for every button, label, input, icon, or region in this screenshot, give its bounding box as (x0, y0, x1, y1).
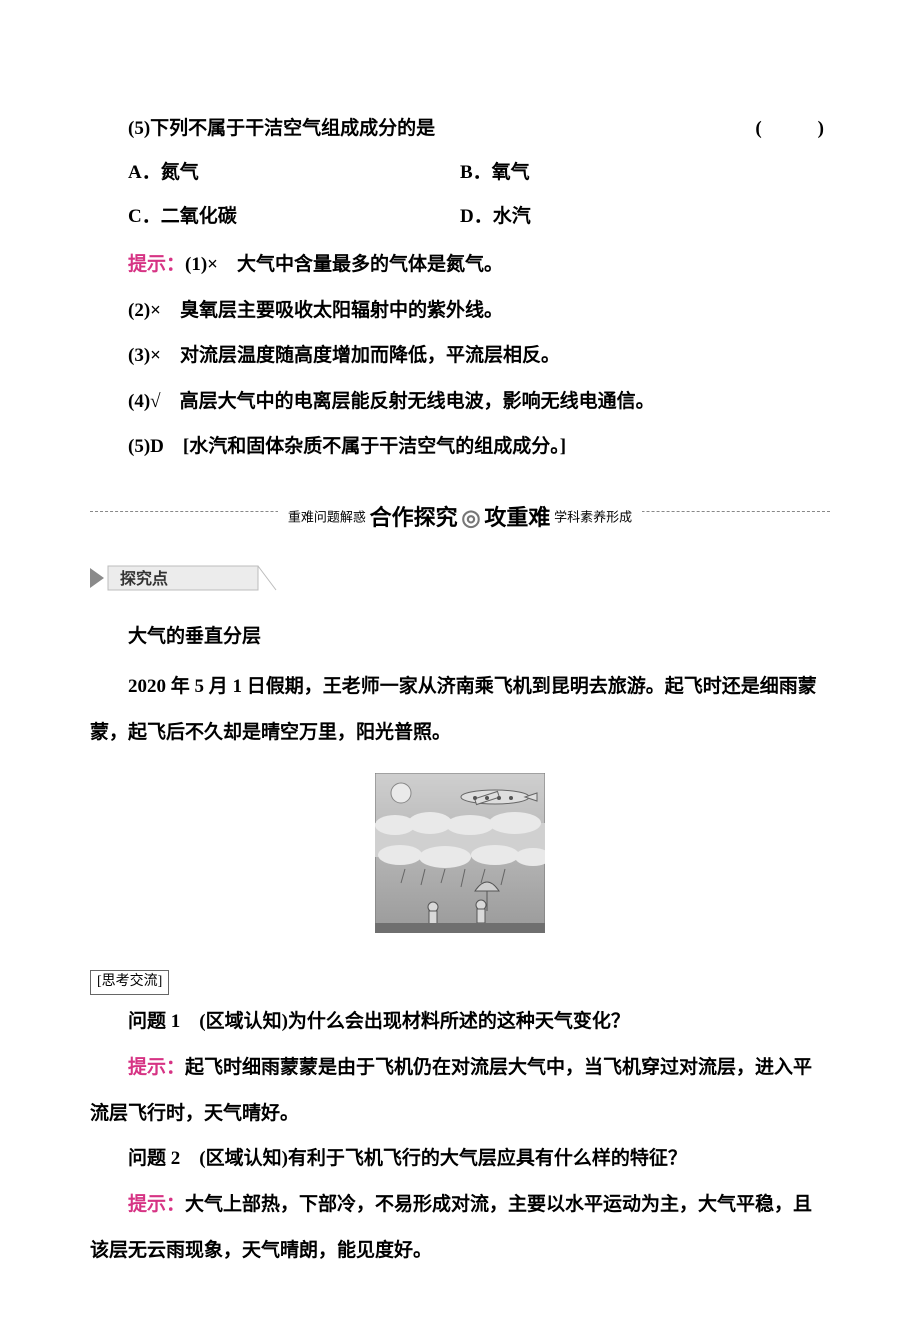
problem-2-answer: 提示：大气上部热，下部冷，不易形成对流，主要以水平运动为主，大气平稳，且该层无云… (90, 1182, 830, 1273)
divider-center1: 合作探究 (370, 505, 458, 530)
answer-1: 提示：(1)× 大气中含量最多的气体是氮气。 (90, 242, 830, 288)
answer-1-text: (1)× 大气中含量最多的气体是氮气。 (185, 254, 503, 275)
answer-2: (2)× 臭氧层主要吸收太阳辐射中的紫外线。 (90, 288, 830, 334)
explore-tag-icon: 探究点 (90, 564, 280, 592)
document-page: (5)下列不属于干洁空气组成成分的是 ( ) A．氮气 B．氧气 C．二氧化碳 … (0, 0, 920, 1338)
explore-tag-text: 探究点 (120, 569, 168, 588)
tip-label: 提示： (128, 254, 185, 275)
question-5-text: (5)下列不属于干洁空气组成成分的是 (90, 110, 717, 148)
option-c: C．二氧化碳 (90, 198, 460, 236)
divider-center2: 攻重难 (484, 505, 550, 530)
answer-5: (5)D [水汽和固体杂质不属于干洁空气的组成成分。] (90, 424, 830, 470)
think-label-wrap: [思考交流] (90, 961, 830, 999)
divider-label: 重难问题解惑 合作探究 ◎ 攻重难 学科素养形成 (278, 496, 642, 540)
question-5-paren: ( ) (717, 110, 830, 148)
problem-2-tip: 提示： (128, 1194, 185, 1215)
scenario-paragraph: 2020 年 5 月 1 日假期，王老师一家从济南乘飞机到昆明去旅游。起飞时还是… (90, 664, 830, 755)
question-5-options-row2: C．二氧化碳 D．水汽 (90, 198, 830, 236)
divider-left: 重难问题解惑 (288, 509, 366, 524)
option-a: A．氮气 (90, 154, 460, 192)
problem-1-tip: 提示： (128, 1057, 185, 1078)
section-divider: 重难问题解惑 合作探究 ◎ 攻重难 学科素养形成 (90, 496, 830, 526)
answer-3: (3)× 对流层温度随高度增加而降低，平流层相反。 (90, 333, 830, 379)
illustration (90, 773, 830, 947)
problem-1-ans-text: 起飞时细雨蒙蒙是由于飞机仍在对流层大气中，当飞机穿过对流层，进入平流层飞行时，天… (90, 1057, 812, 1124)
answer-4: (4)√ 高层大气中的电离层能反射无线电波，影响无线电通信。 (90, 379, 830, 425)
option-b: B．氧气 (460, 154, 830, 192)
problem-2-stem: 问题 2 (区域认知)有利于飞机飞行的大气层应具有什么样的特征？ (90, 1140, 830, 1178)
question-5-options-row1: A．氮气 B．氧气 (90, 154, 830, 192)
problem-2-ans-text: 大气上部热，下部冷，不易形成对流，主要以水平运动为主，大气平稳，且该层无云雨现象… (90, 1194, 812, 1261)
option-d: D．水汽 (460, 198, 830, 236)
question-5-stem: (5)下列不属于干洁空气组成成分的是 ( ) (90, 110, 830, 148)
divider-dot: ◎ (461, 505, 480, 530)
think-label: [思考交流] (90, 970, 169, 994)
problem-1-answer: 提示：起飞时细雨蒙蒙是由于飞机仍在对流层大气中，当飞机穿过对流层，进入平流层飞行… (90, 1045, 830, 1136)
divider-right: 学科素养形成 (554, 509, 632, 524)
explore-title: 大气的垂直分层 (90, 618, 830, 656)
problem-1-stem: 问题 1 (区域认知)为什么会出现材料所述的这种天气变化？ (90, 1003, 830, 1041)
cloud-layer-icon (375, 812, 545, 868)
